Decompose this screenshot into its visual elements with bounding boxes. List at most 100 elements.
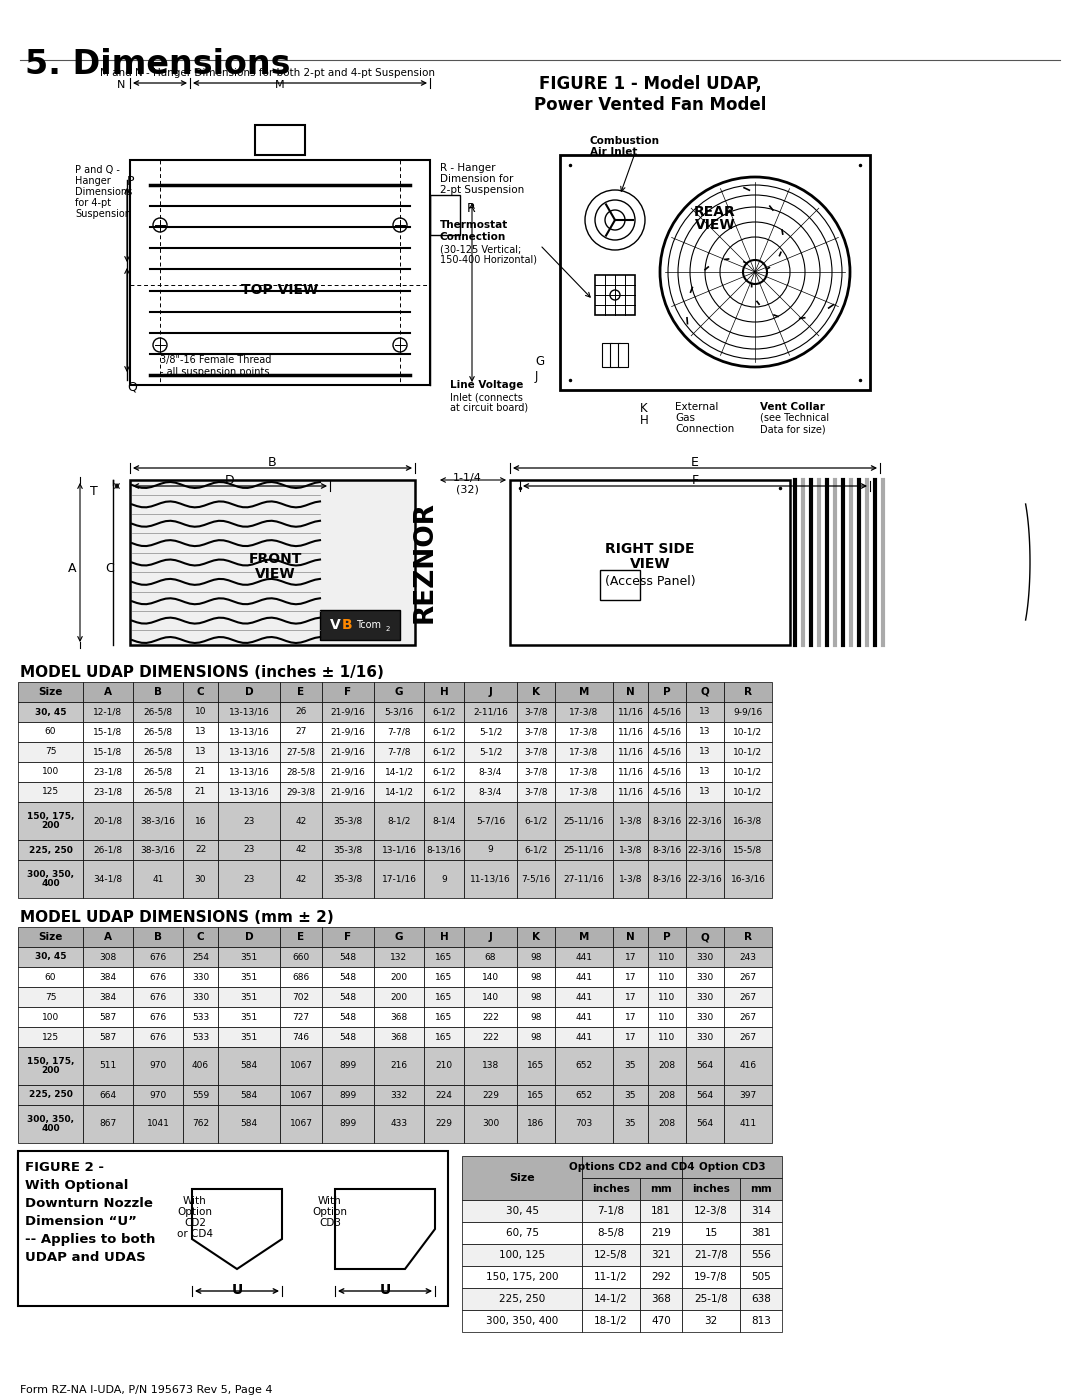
- Text: 300, 350,
400: 300, 350, 400: [27, 1115, 75, 1133]
- Bar: [602, 344, 612, 367]
- Text: 6-1/2: 6-1/2: [432, 707, 456, 717]
- Bar: [255, 124, 305, 155]
- Text: 351: 351: [241, 972, 258, 982]
- Bar: [464, 782, 517, 802]
- Text: 11/16: 11/16: [618, 788, 644, 796]
- Text: 17: 17: [624, 1032, 636, 1042]
- Text: 441: 441: [576, 972, 593, 982]
- Bar: [83, 703, 133, 722]
- Text: VIEW: VIEW: [255, 567, 295, 581]
- Text: 660: 660: [293, 953, 310, 961]
- Bar: [424, 947, 464, 967]
- Text: 98: 98: [530, 1032, 542, 1042]
- Bar: [322, 1007, 374, 1027]
- Text: 110: 110: [659, 1032, 676, 1042]
- Bar: [322, 1046, 374, 1085]
- Text: 267: 267: [740, 972, 757, 982]
- Text: 11-13/16: 11-13/16: [470, 875, 511, 883]
- Bar: [183, 1007, 218, 1027]
- Text: 10-1/2: 10-1/2: [733, 788, 762, 796]
- Text: 381: 381: [751, 1228, 771, 1238]
- Bar: [83, 761, 133, 782]
- Text: 26: 26: [295, 707, 307, 717]
- Bar: [686, 761, 724, 782]
- Text: 300: 300: [482, 1119, 499, 1129]
- Text: 60, 75: 60, 75: [505, 1228, 539, 1238]
- Text: 470: 470: [651, 1316, 671, 1326]
- Text: 35-3/8: 35-3/8: [334, 816, 363, 826]
- Text: 229: 229: [435, 1119, 453, 1129]
- Bar: [648, 967, 686, 988]
- Text: 42: 42: [295, 875, 307, 883]
- Bar: [555, 861, 613, 898]
- Bar: [322, 988, 374, 1007]
- Bar: [555, 703, 613, 722]
- Text: Vent Collar: Vent Collar: [760, 402, 825, 412]
- Text: 548: 548: [339, 953, 356, 961]
- Bar: [133, 1027, 183, 1046]
- Text: 98: 98: [530, 992, 542, 1002]
- Text: Q: Q: [701, 687, 710, 697]
- Bar: [613, 1046, 648, 1085]
- Text: R: R: [744, 932, 752, 942]
- Text: VIEW: VIEW: [694, 218, 735, 232]
- Bar: [555, 967, 613, 988]
- Bar: [464, 761, 517, 782]
- Bar: [374, 988, 424, 1007]
- Bar: [464, 1007, 517, 1027]
- Text: 20-1/8: 20-1/8: [94, 816, 122, 826]
- Text: 3-7/8: 3-7/8: [524, 707, 548, 717]
- Text: P and Q -: P and Q -: [75, 165, 120, 175]
- Bar: [648, 802, 686, 840]
- Bar: [686, 1085, 724, 1105]
- Bar: [517, 742, 555, 761]
- Bar: [320, 610, 400, 640]
- Text: 26-5/8: 26-5/8: [144, 747, 173, 757]
- Text: - all suspension points: - all suspension points: [160, 367, 270, 377]
- Text: 1-3/8: 1-3/8: [619, 816, 643, 826]
- Text: Thermostat: Thermostat: [440, 219, 509, 231]
- Bar: [133, 1085, 183, 1105]
- Text: 3-7/8: 3-7/8: [524, 767, 548, 777]
- Text: 225, 250: 225, 250: [499, 1294, 545, 1303]
- Text: 1067: 1067: [289, 1119, 312, 1129]
- Bar: [462, 1288, 582, 1310]
- Bar: [681, 1310, 740, 1331]
- Bar: [724, 840, 772, 861]
- Bar: [740, 1178, 782, 1200]
- Bar: [322, 761, 374, 782]
- Text: C: C: [197, 687, 204, 697]
- Text: 13-13/16: 13-13/16: [229, 728, 269, 736]
- Bar: [464, 1085, 517, 1105]
- Text: (32): (32): [456, 485, 478, 495]
- Text: 30, 45: 30, 45: [35, 707, 66, 717]
- Bar: [724, 782, 772, 802]
- Text: K: K: [532, 687, 540, 697]
- Bar: [374, 861, 424, 898]
- Bar: [517, 782, 555, 802]
- Bar: [280, 1027, 322, 1046]
- Text: 441: 441: [576, 1013, 593, 1021]
- Text: 2-11/16: 2-11/16: [473, 707, 508, 717]
- Text: M and N - Hanger Dimensions for both 2-pt and 4-pt Suspension: M and N - Hanger Dimensions for both 2-p…: [100, 68, 435, 78]
- Text: inches: inches: [692, 1185, 730, 1194]
- Text: 3/8"-16 Female Thread: 3/8"-16 Female Thread: [160, 355, 271, 365]
- Text: A: A: [104, 932, 112, 942]
- Bar: [648, 988, 686, 1007]
- Bar: [374, 1046, 424, 1085]
- Bar: [648, 742, 686, 761]
- Bar: [681, 1266, 740, 1288]
- Bar: [686, 988, 724, 1007]
- Bar: [280, 802, 322, 840]
- Bar: [18, 782, 83, 802]
- Text: 556: 556: [751, 1250, 771, 1260]
- Bar: [424, 1046, 464, 1085]
- Bar: [462, 1200, 582, 1222]
- Text: 17-3/8: 17-3/8: [569, 747, 598, 757]
- Bar: [183, 1085, 218, 1105]
- Text: 26-5/8: 26-5/8: [144, 707, 173, 717]
- Text: MODEL UDAP DIMENSIONS (mm ± 2): MODEL UDAP DIMENSIONS (mm ± 2): [21, 909, 334, 925]
- Text: 208: 208: [659, 1119, 676, 1129]
- Bar: [133, 722, 183, 742]
- Text: 27-11/16: 27-11/16: [564, 875, 605, 883]
